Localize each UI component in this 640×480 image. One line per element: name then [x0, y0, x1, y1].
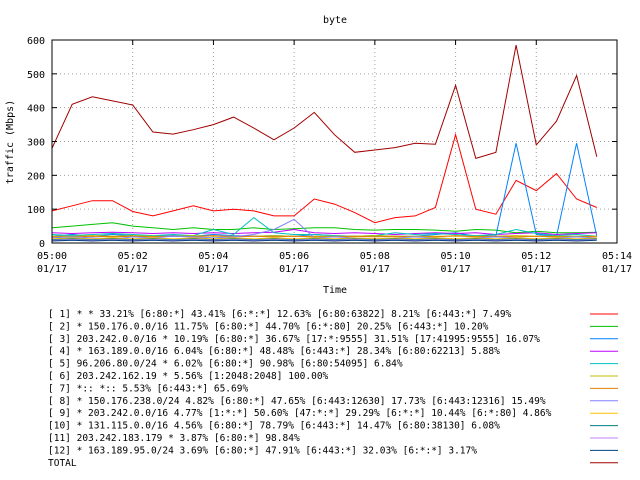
y-axis-label: traffic (Mbps) — [5, 100, 16, 184]
legend-entry: [ 2] * 150.176.0.0/16 11.75% [6:80:*] 44… — [48, 321, 489, 332]
plot-frame — [51, 39, 618, 244]
series-line — [51, 132, 597, 224]
x-tick-label-time: 05:00 — [37, 251, 67, 262]
axis-layer: 0 100 200 300 400 500 600 05:00 01/17 05:02 01/17 0… — [27, 36, 632, 275]
x-tick-label-time: 05:04 — [198, 251, 228, 262]
x-tick-label-date: 01/17 — [441, 264, 471, 275]
legend: [ 1] * * 33.21% [6:80:*] 43.41% [6:*:*] … — [48, 309, 618, 469]
legend-entry: [11] 203.242.183.179 * 3.87% [6:80:*] 98… — [48, 433, 300, 444]
series-layer — [51, 45, 598, 242]
legend-entry: [ 7] *:: *:: 5.53% [6:443:*] 65.69% — [48, 383, 248, 394]
y-tick-label: 200 — [27, 171, 45, 182]
y-tick-label: 500 — [27, 70, 45, 81]
y-tick-label: 300 — [27, 138, 45, 149]
x-tick-label-time: 05:02 — [118, 251, 148, 262]
series-line — [52, 235, 597, 237]
series-line — [51, 216, 597, 237]
x-tick-label-date: 01/17 — [37, 264, 67, 275]
y-tick-label: 600 — [27, 36, 45, 47]
x-tick-label-date: 01/17 — [360, 264, 390, 275]
series-line — [51, 222, 597, 234]
legend-entry: [ 1] * * 33.21% [6:80:*] 43.41% [6:*:*] … — [48, 309, 512, 320]
series-line — [51, 218, 597, 240]
series-line — [51, 237, 597, 240]
x-tick-label-time: 05:10 — [441, 251, 471, 262]
x-tick-label-time: 05:06 — [279, 251, 309, 262]
y-tick-label: 100 — [27, 205, 45, 216]
legend-entry: [12] * 163.189.95.0/24 3.69% [6:80:*] 47… — [48, 445, 477, 456]
legend-entry: [ 4] * 163.189.0.0/16 6.04% [6:80:*] 48.… — [48, 346, 500, 357]
y-tick-label: 400 — [27, 104, 45, 115]
legend-entry: [ 5] 96.206.80.0/24 * 6.02% [6:80:*] 90.… — [48, 359, 403, 370]
x-tick-label-time: 05:12 — [521, 251, 551, 262]
x-tick-label-date: 01/17 — [279, 264, 309, 275]
legend-entry: [ 8] * 150.176.238.0/24 4.82% [6:80:*] 4… — [48, 396, 546, 407]
x-tick-label-time: 05:08 — [360, 251, 390, 262]
x-tick-label-date: 01/17 — [602, 264, 632, 275]
legend-entry: [10] * 131.115.0.0/16 4.56% [6:80:*] 78.… — [48, 421, 500, 432]
x-tick-label-date: 01/17 — [198, 264, 228, 275]
x-tick-label-date: 01/17 — [521, 264, 551, 275]
x-tick-label-time: 05:14 — [602, 251, 632, 262]
series-line — [51, 238, 597, 241]
series-line — [51, 239, 597, 242]
x-axis-label: Time — [323, 285, 347, 296]
series-line — [51, 45, 598, 160]
x-tick-label-date: 01/17 — [118, 264, 148, 275]
series-line — [51, 143, 598, 237]
y-tick-label: 0 — [39, 239, 45, 250]
legend-entry: [ 9] * 203.242.0.0/16 4.77% [1:*:*] 50.6… — [48, 408, 552, 419]
legend-entry: [ 6] 203.242.162.19 * 5.56% [1:2048:2048… — [48, 371, 329, 382]
legend-entry: [ 3] 203.242.0.0/16 * 10.19% [6:80:*] 36… — [48, 334, 540, 345]
legend-entry: TOTAL — [48, 458, 77, 469]
series-line — [51, 239, 597, 241]
series-line — [51, 228, 597, 236]
chart-title: byte — [323, 15, 347, 26]
